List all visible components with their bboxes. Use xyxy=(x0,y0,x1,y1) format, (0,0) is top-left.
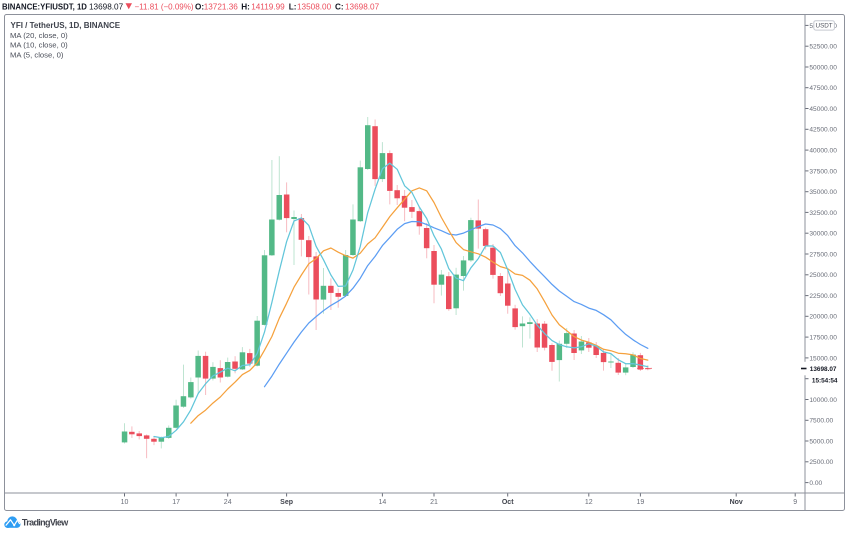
svg-text:Oct: Oct xyxy=(502,499,514,506)
svg-text:15:54:54: 15:54:54 xyxy=(812,378,838,385)
svg-text:O:: O: xyxy=(195,2,204,11)
svg-text:35000.00: 35000.00 xyxy=(809,189,837,196)
svg-text:Nov: Nov xyxy=(730,499,743,506)
svg-text:C:: C: xyxy=(335,2,344,11)
svg-text:19: 19 xyxy=(637,499,645,506)
svg-text:37500.00: 37500.00 xyxy=(809,168,837,175)
svg-text:52500.00: 52500.00 xyxy=(809,44,837,51)
svg-text:YFI / TetherUS, 1D, BINANCE: YFI / TetherUS, 1D, BINANCE xyxy=(11,21,121,30)
svg-text:2500.00: 2500.00 xyxy=(809,459,833,466)
svg-text:MA (10, close, 0): MA (10, close, 0) xyxy=(10,41,68,50)
svg-text:L:: L: xyxy=(289,2,297,11)
svg-text:40000.00: 40000.00 xyxy=(809,148,837,155)
svg-text:14: 14 xyxy=(379,499,387,506)
svg-text:10: 10 xyxy=(121,499,129,506)
svg-text:20000.00: 20000.00 xyxy=(809,314,837,321)
svg-text:9: 9 xyxy=(793,499,797,506)
svg-text:17: 17 xyxy=(172,499,180,506)
svg-text:13698.07: 13698.07 xyxy=(810,366,837,373)
svg-text:12: 12 xyxy=(585,499,593,506)
svg-text:TradingView: TradingView xyxy=(22,517,69,527)
svg-text:Sep: Sep xyxy=(280,499,293,506)
svg-text:10000.00: 10000.00 xyxy=(809,397,837,404)
svg-text:MA (5, close, 0): MA (5, close, 0) xyxy=(10,50,64,59)
svg-text:14119.99: 14119.99 xyxy=(251,2,285,11)
svg-text:USDT: USDT xyxy=(816,23,833,30)
svg-text:30000.00: 30000.00 xyxy=(809,231,837,238)
svg-text:50000.00: 50000.00 xyxy=(809,64,837,71)
svg-text:H:: H: xyxy=(241,2,250,11)
svg-text:7500.00: 7500.00 xyxy=(809,418,833,425)
svg-text:47500.00: 47500.00 xyxy=(809,85,837,92)
svg-text:27500.00: 27500.00 xyxy=(809,251,837,258)
svg-text:MA (20, close, 0): MA (20, close, 0) xyxy=(10,31,68,40)
svg-text:17500.00: 17500.00 xyxy=(809,335,837,342)
svg-text:42500.00: 42500.00 xyxy=(809,127,837,134)
svg-text:13721.36: 13721.36 xyxy=(204,2,239,11)
svg-text:21: 21 xyxy=(430,499,438,506)
svg-text:13698.07: 13698.07 xyxy=(345,2,380,11)
svg-text:22500.00: 22500.00 xyxy=(809,293,837,300)
svg-text:25000.00: 25000.00 xyxy=(809,272,837,279)
svg-text:13508.00: 13508.00 xyxy=(297,2,332,11)
svg-text:13698.07: 13698.07 xyxy=(89,2,124,11)
svg-text:24: 24 xyxy=(224,499,232,506)
svg-text:BINANCE:YFIUSDT, 1D: BINANCE:YFIUSDT, 1D xyxy=(2,2,87,11)
svg-text:15000.00: 15000.00 xyxy=(809,355,837,362)
svg-text:45000.00: 45000.00 xyxy=(809,106,837,113)
svg-text:0.00: 0.00 xyxy=(809,480,822,487)
svg-text:−11.81 (−0.09%): −11.81 (−0.09%) xyxy=(135,2,194,11)
svg-text:32500.00: 32500.00 xyxy=(809,210,837,217)
svg-text:5000.00: 5000.00 xyxy=(809,438,833,445)
